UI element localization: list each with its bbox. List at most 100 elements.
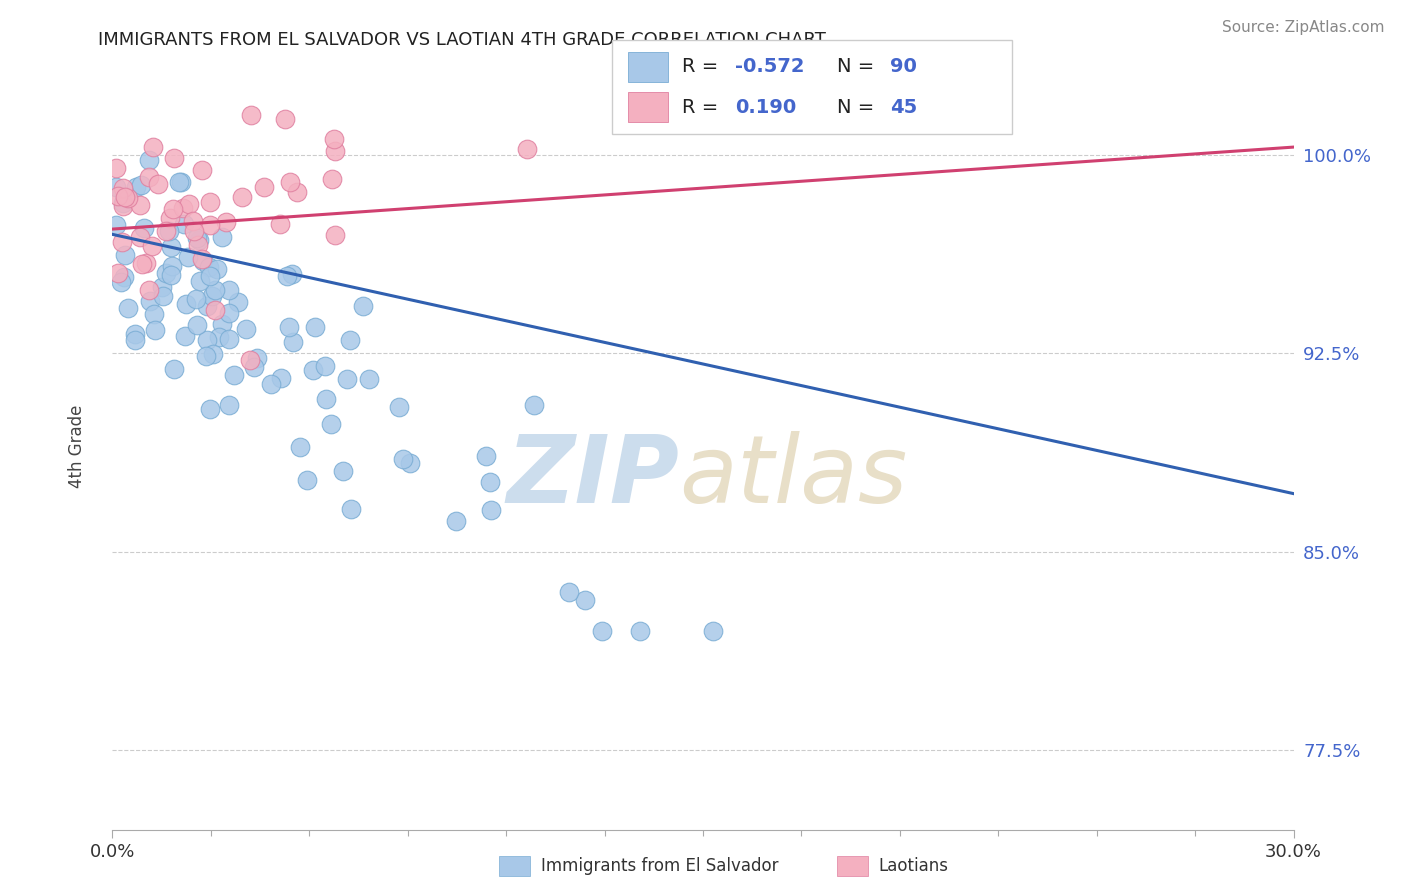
Point xyxy=(224,368,246,383)
Text: R =: R = xyxy=(682,57,724,77)
Point xyxy=(193,254,215,268)
Point xyxy=(357,372,380,386)
Point xyxy=(111,181,134,195)
Point xyxy=(218,283,240,297)
Point xyxy=(138,170,160,185)
Point xyxy=(444,514,467,528)
Point xyxy=(235,322,257,336)
Point xyxy=(159,211,181,225)
Point xyxy=(191,252,214,267)
Point xyxy=(278,175,301,189)
Text: ZIP: ZIP xyxy=(506,431,679,523)
Point xyxy=(202,347,225,361)
Point xyxy=(200,218,222,232)
Text: N =: N = xyxy=(837,97,880,117)
Point xyxy=(186,292,208,306)
Point xyxy=(112,195,135,210)
Point xyxy=(186,318,208,333)
Point xyxy=(173,218,195,232)
Text: 45: 45 xyxy=(890,97,917,117)
Point xyxy=(218,398,240,412)
Point xyxy=(195,299,218,313)
Point xyxy=(132,221,155,235)
Point xyxy=(207,261,229,276)
Point xyxy=(129,230,152,244)
Point xyxy=(211,230,233,244)
Point xyxy=(167,175,190,189)
Point xyxy=(141,239,163,253)
Point xyxy=(177,250,200,264)
Point xyxy=(253,179,276,194)
Point xyxy=(322,132,344,146)
Text: -0.572: -0.572 xyxy=(735,57,804,77)
Point xyxy=(143,323,166,337)
Text: atlas: atlas xyxy=(679,431,908,522)
Point xyxy=(146,178,169,192)
Point xyxy=(574,593,596,607)
Point xyxy=(198,194,221,209)
Point xyxy=(239,353,262,368)
Point xyxy=(179,197,201,211)
Point xyxy=(276,269,298,284)
Point xyxy=(323,227,346,242)
Text: 4th Grade: 4th Grade xyxy=(69,404,86,488)
Point xyxy=(107,266,129,280)
Point xyxy=(124,333,146,347)
Point xyxy=(105,161,128,175)
Point xyxy=(190,163,212,178)
Point xyxy=(388,400,411,414)
Text: Source: ZipAtlas.com: Source: ZipAtlas.com xyxy=(1222,20,1385,35)
Point xyxy=(159,240,181,254)
Point xyxy=(174,328,197,343)
Text: N =: N = xyxy=(837,57,880,77)
Point xyxy=(128,198,150,212)
Point xyxy=(479,475,502,490)
Point xyxy=(269,217,291,231)
Text: 90: 90 xyxy=(890,57,917,77)
Point xyxy=(124,180,146,194)
Point xyxy=(315,392,337,406)
Point xyxy=(280,267,302,281)
Text: Immigrants from El Salvador: Immigrants from El Salvador xyxy=(541,857,779,875)
Point xyxy=(352,299,374,313)
Point xyxy=(172,201,194,215)
Point xyxy=(479,503,502,517)
Point xyxy=(215,215,238,229)
Text: 0.190: 0.190 xyxy=(735,97,797,117)
Point xyxy=(139,293,162,308)
Point xyxy=(558,584,581,599)
Point xyxy=(105,179,128,194)
Point xyxy=(188,274,211,288)
Point xyxy=(186,231,208,245)
Point xyxy=(314,359,336,373)
Point xyxy=(231,190,253,204)
Point xyxy=(319,417,342,432)
Text: IMMIGRANTS FROM EL SALVADOR VS LAOTIAN 4TH GRADE CORRELATION CHART: IMMIGRANTS FROM EL SALVADOR VS LAOTIAN 4… xyxy=(98,31,827,49)
Point xyxy=(523,398,546,412)
Point xyxy=(110,275,132,289)
Point xyxy=(142,307,165,321)
Point xyxy=(208,330,231,344)
Point xyxy=(260,376,283,391)
Point xyxy=(183,224,205,238)
Point xyxy=(339,333,361,347)
Text: R =: R = xyxy=(682,97,724,117)
Point xyxy=(628,624,651,639)
Point xyxy=(211,318,233,332)
Point xyxy=(201,289,224,303)
Point xyxy=(129,178,152,192)
Point xyxy=(112,270,135,285)
Point xyxy=(138,153,160,168)
Point xyxy=(391,451,413,466)
Point xyxy=(246,351,269,365)
Point xyxy=(239,108,262,122)
Point xyxy=(198,269,221,284)
Point xyxy=(159,268,181,283)
Point xyxy=(138,284,160,298)
Point xyxy=(323,144,346,158)
Point xyxy=(288,440,311,454)
Point xyxy=(285,185,308,199)
Point xyxy=(111,235,134,249)
Point xyxy=(124,327,146,342)
Point xyxy=(155,267,177,281)
